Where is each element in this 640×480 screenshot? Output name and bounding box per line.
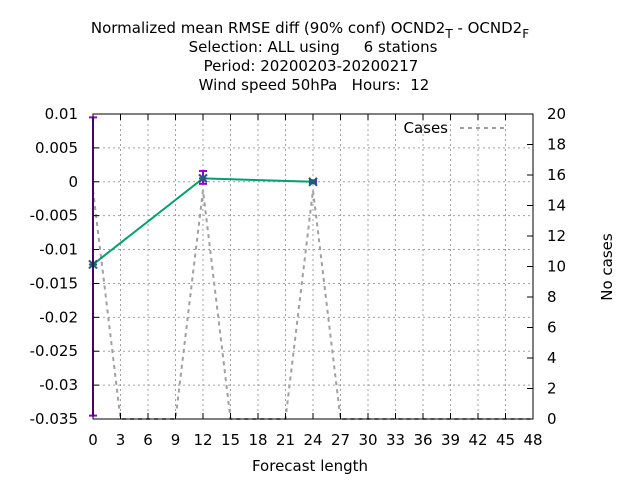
y-tick-label: -0.01 xyxy=(39,241,78,259)
y2-tick-label: 0 xyxy=(547,410,557,428)
chart-title-line3: Period: 20200203-20200217 xyxy=(204,57,419,75)
x-tick-label: 24 xyxy=(303,431,322,449)
y-tick-label: 0.005 xyxy=(35,139,78,157)
y2-tick-label: 18 xyxy=(547,136,566,154)
y-tick-label: -0.015 xyxy=(30,274,78,292)
y-tick-label: 0.01 xyxy=(45,105,78,123)
y2-tick-label: 8 xyxy=(547,288,557,306)
chart-title-line4: Wind speed 50hPa Hours: 12 xyxy=(199,76,430,94)
y-tick-label: -0.025 xyxy=(30,342,78,360)
legend: Cases xyxy=(403,119,505,137)
legend-cases-label: Cases xyxy=(403,119,448,137)
y2-axis-label: No cases xyxy=(598,233,616,301)
x-tick-label: 42 xyxy=(468,431,487,449)
y2-tick-label: 10 xyxy=(547,258,566,276)
y-tick-label: -0.035 xyxy=(30,410,78,428)
y2-tick-label: 6 xyxy=(547,319,557,337)
y2-tick-label: 4 xyxy=(547,349,557,367)
series-layer xyxy=(88,116,533,420)
x-tick-label: 39 xyxy=(441,431,460,449)
x-tick-label: 30 xyxy=(358,431,377,449)
x-axis-label: Forecast length xyxy=(252,457,368,475)
x-tick-label: 15 xyxy=(221,431,240,449)
x-tick-label: 33 xyxy=(386,431,405,449)
y2-tick-label: 16 xyxy=(547,166,566,184)
y-tick-label: 0 xyxy=(68,173,78,191)
chart-title-line2: Selection: ALL using 6 stations xyxy=(189,38,438,56)
chart-title-line1: Normalized mean RMSE diff (90% conf) OCN… xyxy=(91,19,529,41)
y2-tick-label: 2 xyxy=(547,380,557,398)
x-tick-label: 6 xyxy=(143,431,153,449)
axis-ticks: 0 3 6 9 12 15 18 21 24 27 30 33 36 39 42 45 480.010.0050… xyxy=(30,105,566,449)
x-tick-label: 36 xyxy=(413,431,432,449)
y2-tick-label: 20 xyxy=(547,105,566,123)
x-tick-label: 45 xyxy=(496,431,515,449)
x-tick-label: 21 xyxy=(276,431,295,449)
grid xyxy=(93,114,533,419)
x-tick-label: 18 xyxy=(248,431,267,449)
y-tick-label: -0.03 xyxy=(39,376,78,394)
y-tick-label: -0.02 xyxy=(39,308,78,326)
x-tick-label: 0 xyxy=(88,431,98,449)
x-tick-label: 9 xyxy=(171,431,181,449)
y2-tick-label: 12 xyxy=(547,227,566,245)
x-tick-label: 27 xyxy=(331,431,350,449)
y2-tick-label: 14 xyxy=(547,197,566,215)
x-tick-label: 48 xyxy=(523,431,542,449)
x-tick-label: 3 xyxy=(116,431,126,449)
y-tick-label: -0.005 xyxy=(30,207,78,225)
data-point xyxy=(198,173,208,184)
x-tick-label: 12 xyxy=(193,431,212,449)
data-point xyxy=(308,177,318,187)
